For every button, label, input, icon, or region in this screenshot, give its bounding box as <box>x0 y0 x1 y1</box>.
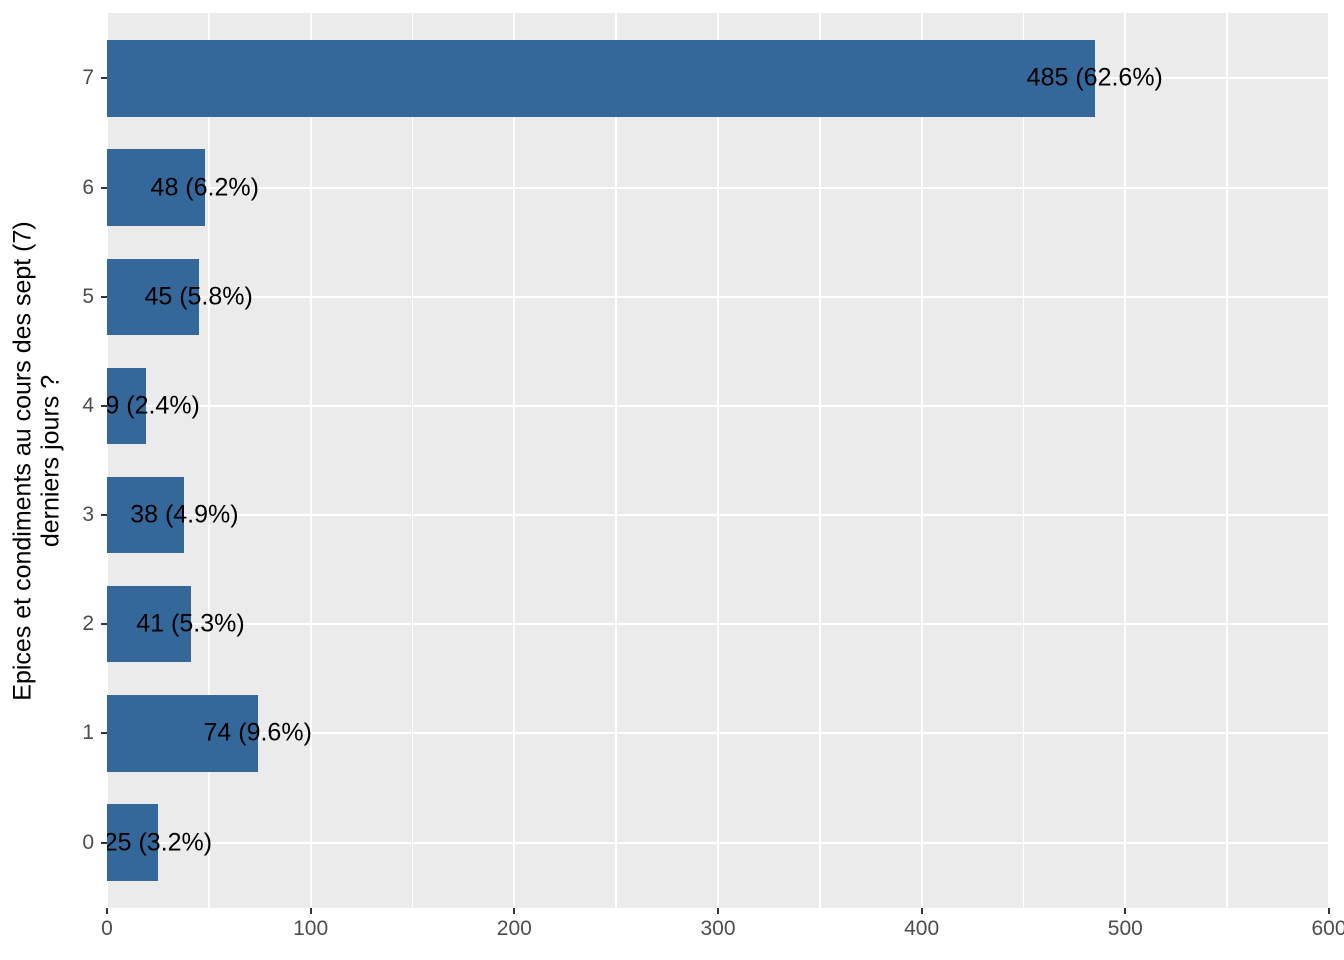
y-axis-title-box: Epices et condiments au cours des sept (… <box>2 13 72 908</box>
bar <box>107 367 146 445</box>
gridline-minor <box>819 13 821 908</box>
y-tick-mark <box>101 623 107 626</box>
bar <box>107 804 158 881</box>
x-tick-label: 500 <box>1107 917 1143 940</box>
gridline-major-horizontal <box>107 295 1329 298</box>
bar <box>107 476 185 554</box>
y-tick-label: 7 <box>82 66 94 90</box>
gridline-major-horizontal <box>107 732 1329 735</box>
x-tick-mark <box>513 908 516 914</box>
x-tick-label: 100 <box>293 917 329 940</box>
x-tick-label: 400 <box>904 917 940 940</box>
bar <box>107 149 205 226</box>
gridline-minor <box>208 13 210 908</box>
y-tick-label: 0 <box>82 830 94 854</box>
x-tick-label: 600 <box>1311 917 1344 940</box>
bar <box>107 586 191 663</box>
gridline-major <box>309 13 312 908</box>
bar-value-label: 41 (5.3%) <box>136 609 245 638</box>
x-tick-mark <box>1124 908 1127 914</box>
y-tick-mark <box>101 77 107 80</box>
x-tick-mark <box>717 908 719 914</box>
gridline-major <box>1328 13 1329 908</box>
gridline-minor <box>1226 13 1228 908</box>
y-tick-label: 6 <box>82 175 94 199</box>
y-tick-mark <box>101 404 107 407</box>
x-tick-mark <box>1328 908 1330 914</box>
gridline-major <box>920 13 923 908</box>
bar-value-label: 25 (3.2%) <box>107 828 213 856</box>
y-tick-mark <box>101 732 107 735</box>
bar-value-label: 45 (5.8%) <box>144 282 253 311</box>
gridline-major-horizontal <box>107 841 1329 844</box>
gridline-major-horizontal <box>107 623 1329 626</box>
bar-value-label: 48 (6.2%) <box>150 173 259 202</box>
x-tick-label: 300 <box>700 917 736 940</box>
gridline-major <box>717 13 719 908</box>
y-tick-label: 5 <box>82 284 94 308</box>
x-tick-mark <box>920 908 923 914</box>
y-tick-label: 1 <box>82 721 94 745</box>
x-tick-label: 200 <box>496 917 532 940</box>
gridline-major <box>513 13 516 908</box>
gridline-major-horizontal <box>107 404 1329 407</box>
gridline-minor <box>1022 13 1025 908</box>
y-tick-label: 4 <box>82 393 94 417</box>
y-tick-mark <box>101 514 107 517</box>
bar-value-label: 74 (9.6%) <box>203 718 312 747</box>
bar <box>107 258 199 335</box>
y-tick-mark <box>101 841 107 844</box>
gridline-major-horizontal <box>107 514 1329 517</box>
y-tick-label: 3 <box>82 503 94 527</box>
gridline-minor <box>411 13 414 908</box>
gridline-major-horizontal <box>107 186 1329 189</box>
bar <box>107 40 1095 117</box>
y-tick-mark <box>101 295 107 298</box>
bar-value-label: 38 (4.9%) <box>130 500 239 529</box>
plot-panel: 485 (62.6%) 48 (6.2%) 45 (5.8%) 19 (2.4%) 38… <box>107 13 1329 908</box>
x-tick-label: 0 <box>101 917 113 940</box>
x-tick-mark <box>106 908 108 914</box>
y-tick-label: 2 <box>82 612 94 636</box>
y-tick-mark <box>101 186 107 189</box>
gridline-major <box>107 13 108 908</box>
gridline-major <box>1124 13 1127 908</box>
bar <box>107 695 258 772</box>
bar-value-label: 485 (62.6%) <box>1026 63 1163 92</box>
bar-value-label: 19 (2.4%) <box>107 391 200 420</box>
gridline-minor <box>615 13 617 908</box>
x-tick-mark <box>309 908 312 914</box>
